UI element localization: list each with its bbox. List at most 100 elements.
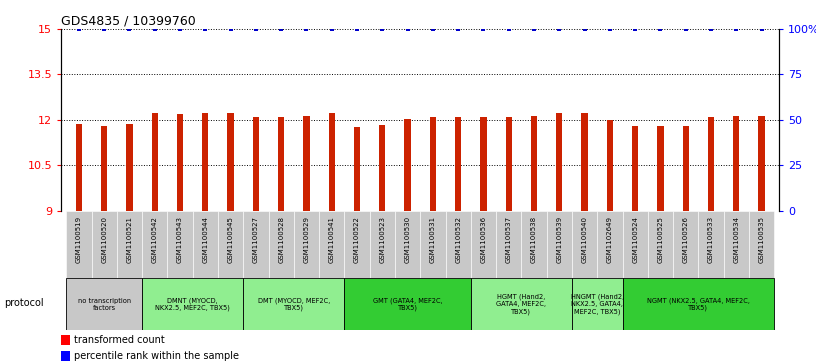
Bar — [61, 351, 70, 362]
Text: GSM1100540: GSM1100540 — [582, 216, 588, 263]
Bar — [142, 278, 243, 330]
Bar — [648, 211, 673, 278]
Bar — [724, 211, 749, 278]
Bar — [430, 117, 436, 211]
Text: GSM1100542: GSM1100542 — [152, 216, 157, 263]
Bar — [243, 211, 268, 278]
Text: HNGMT (Hand2,
NKX2.5, GATA4,
MEF2C, TBX5): HNGMT (Hand2, NKX2.5, GATA4, MEF2C, TBX5… — [570, 294, 623, 314]
Text: GSM1100530: GSM1100530 — [405, 216, 410, 263]
Bar — [623, 278, 774, 330]
Bar — [557, 113, 562, 211]
Bar — [758, 116, 765, 211]
Text: GSM1100537: GSM1100537 — [506, 216, 512, 263]
Bar — [623, 211, 648, 278]
Bar — [253, 117, 259, 211]
Bar — [481, 117, 486, 211]
Bar — [446, 211, 471, 278]
Bar — [521, 211, 547, 278]
Bar — [142, 211, 167, 278]
Bar — [117, 211, 142, 278]
Bar — [471, 278, 572, 330]
Bar — [91, 211, 117, 278]
Text: GSM1100521: GSM1100521 — [126, 216, 132, 263]
Bar — [370, 211, 395, 278]
Bar — [278, 117, 284, 211]
Bar — [66, 211, 91, 278]
Bar — [329, 113, 335, 211]
Text: GSM1100543: GSM1100543 — [177, 216, 183, 263]
Text: GSM1100544: GSM1100544 — [202, 216, 208, 263]
Bar — [582, 113, 588, 211]
Bar — [344, 278, 471, 330]
Bar — [61, 335, 70, 345]
Bar — [749, 211, 774, 278]
Bar — [657, 126, 663, 211]
Bar — [698, 211, 724, 278]
Bar — [673, 211, 698, 278]
Bar — [177, 114, 184, 211]
Bar — [707, 117, 714, 211]
Bar — [405, 119, 410, 211]
Text: GSM1100527: GSM1100527 — [253, 216, 259, 263]
Bar — [607, 120, 613, 211]
Text: GSM1100533: GSM1100533 — [708, 216, 714, 263]
Bar — [733, 116, 739, 211]
Text: GSM1100539: GSM1100539 — [557, 216, 562, 263]
Bar — [547, 211, 572, 278]
Bar — [101, 126, 108, 211]
Bar — [294, 211, 319, 278]
Bar — [506, 117, 512, 211]
Bar — [126, 125, 133, 211]
Text: GSM1100522: GSM1100522 — [354, 216, 360, 263]
Text: GSM1100536: GSM1100536 — [481, 216, 486, 263]
Bar — [319, 211, 344, 278]
Bar — [228, 113, 233, 211]
Text: percentile rank within the sample: percentile rank within the sample — [74, 351, 239, 361]
Bar — [202, 113, 208, 211]
Text: DMT (MYOCD, MEF2C,
TBX5): DMT (MYOCD, MEF2C, TBX5) — [258, 297, 330, 311]
Text: protocol: protocol — [4, 298, 44, 308]
Text: NGMT (NKX2.5, GATA4, MEF2C,
TBX5): NGMT (NKX2.5, GATA4, MEF2C, TBX5) — [647, 297, 750, 311]
Text: DMNT (MYOCD,
NKX2.5, MEF2C, TBX5): DMNT (MYOCD, NKX2.5, MEF2C, TBX5) — [155, 297, 230, 311]
Text: GDS4835 / 10399760: GDS4835 / 10399760 — [61, 15, 196, 28]
Bar — [496, 211, 521, 278]
Bar — [66, 278, 142, 330]
Bar — [572, 211, 597, 278]
Bar — [354, 127, 360, 211]
Text: GSM1100538: GSM1100538 — [531, 216, 537, 263]
Text: GSM1100531: GSM1100531 — [430, 216, 436, 263]
Bar — [243, 278, 344, 330]
Bar — [268, 211, 294, 278]
Bar — [344, 211, 370, 278]
Text: GSM1100525: GSM1100525 — [658, 216, 663, 263]
Text: GSM1100520: GSM1100520 — [101, 216, 107, 263]
Bar — [76, 125, 82, 211]
Text: GSM1100535: GSM1100535 — [759, 216, 765, 263]
Text: GMT (GATA4, MEF2C,
TBX5): GMT (GATA4, MEF2C, TBX5) — [373, 297, 442, 311]
Text: GSM1100545: GSM1100545 — [228, 216, 233, 263]
Text: GSM1100524: GSM1100524 — [632, 216, 638, 263]
Text: GSM1100519: GSM1100519 — [76, 216, 82, 263]
Text: GSM1100541: GSM1100541 — [329, 216, 335, 263]
Text: GSM1100532: GSM1100532 — [455, 216, 461, 263]
Bar — [304, 116, 309, 211]
Text: GSM1100529: GSM1100529 — [304, 216, 309, 263]
Bar — [420, 211, 446, 278]
Bar — [152, 113, 158, 211]
Bar — [572, 278, 623, 330]
Bar — [531, 116, 537, 211]
Bar — [167, 211, 193, 278]
Text: GSM1100523: GSM1100523 — [379, 216, 385, 263]
Bar — [632, 126, 638, 211]
Text: GSM1100526: GSM1100526 — [683, 216, 689, 263]
Text: transformed count: transformed count — [74, 335, 165, 345]
Text: GSM1100528: GSM1100528 — [278, 216, 284, 263]
Text: HGMT (Hand2,
GATA4, MEF2C,
TBX5): HGMT (Hand2, GATA4, MEF2C, TBX5) — [496, 294, 547, 314]
Bar — [379, 125, 385, 211]
Text: GSM1102649: GSM1102649 — [607, 216, 613, 263]
Bar — [218, 211, 243, 278]
Bar — [471, 211, 496, 278]
Bar — [395, 211, 420, 278]
Text: no transcription
factors: no transcription factors — [78, 298, 131, 310]
Bar — [193, 211, 218, 278]
